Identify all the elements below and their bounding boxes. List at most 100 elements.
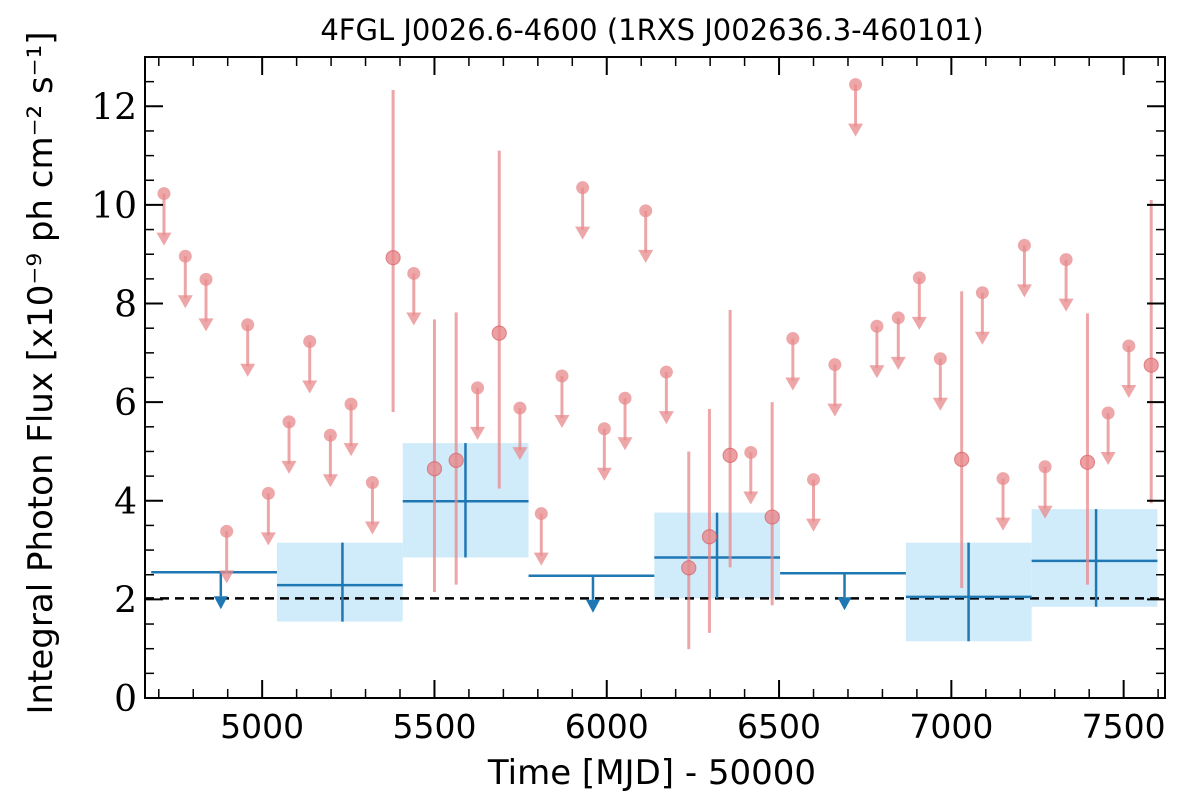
monthly-upper-limit-arrow	[995, 517, 1011, 531]
monthly-detection-point	[701, 529, 718, 545]
monthly-upper-limit-arrow	[302, 380, 318, 394]
monthly-upper-limit-arrow	[890, 356, 906, 370]
monthly-upper-limit-point	[199, 272, 213, 286]
monthly-upper-limit-arrow	[638, 249, 654, 263]
monthly-upper-limit-point	[933, 352, 947, 366]
monthly-upper-limit-point	[849, 78, 863, 92]
monthly-upper-limit-arrow	[869, 365, 885, 379]
monthly-upper-limit-arrow	[806, 518, 822, 532]
monthly-upper-limit-point	[870, 319, 884, 333]
y-tick-label: 2	[114, 580, 137, 621]
monthly-upper-limit-point	[534, 507, 548, 521]
monthly-upper-limit-point	[241, 318, 255, 332]
monthly-detection-point	[681, 560, 697, 576]
monthly-upper-limit-arrow	[911, 316, 927, 330]
monthly-upper-limit-arrow	[219, 570, 235, 584]
monthly-upper-limit-point	[1101, 406, 1115, 420]
monthly-upper-limit-point	[576, 181, 590, 195]
monthly-detection-point	[1143, 357, 1159, 373]
monthly-upper-limit-arrow	[322, 474, 338, 488]
monthly-upper-limit-point	[597, 422, 611, 436]
monthly-detection-point	[491, 325, 507, 341]
monthly-upper-limit-arrow	[596, 467, 612, 481]
x-tick-label: 5500	[392, 707, 476, 746]
plot-area: 5000 5500 6000 6500 7000 7500 0 2 4 6 8 10 12	[91, 56, 1166, 746]
monthly-upper-limit-arrow	[1058, 298, 1074, 312]
x-tick-label: 6500	[737, 707, 821, 746]
monthly-upper-limit-point	[407, 266, 421, 280]
monthly-upper-limit-arrow	[932, 397, 948, 411]
y-tick-label: 12	[91, 87, 137, 128]
monthly-upper-limit-arrow	[364, 521, 380, 535]
monthly-upper-limit-arrow	[827, 403, 843, 417]
monthly-upper-limit-arrow	[240, 363, 256, 377]
monthly-upper-limit-arrow	[617, 437, 633, 451]
monthly-upper-limit-arrow	[533, 552, 549, 566]
chart-title: 4FGL J0026.6-4600 (1RXS J002636.3-460101…	[320, 13, 983, 47]
monthly-upper-limit-point	[555, 369, 569, 383]
monthly-upper-limit-point	[891, 311, 905, 325]
monthly-upper-limit-arrow	[743, 491, 759, 505]
monthly-upper-limit-arrow	[554, 415, 570, 429]
monthly-upper-limit-point	[471, 381, 485, 395]
monthly-upper-limit-arrow	[260, 532, 276, 546]
monthly-upper-limit-point	[513, 401, 527, 415]
monthly-upper-limit-point	[1017, 238, 1031, 252]
monthly-upper-limit-point	[659, 365, 673, 379]
monthly-upper-limit-point	[1122, 339, 1136, 353]
monthly-detection-point	[1079, 454, 1096, 470]
x-tick-label: 7500	[1082, 707, 1166, 746]
monthly-upper-limit-point	[744, 445, 758, 459]
monthly-detection-point	[448, 452, 464, 468]
x-axis-label: Time [MJD] - 50000	[487, 753, 816, 793]
y-tick-label: 8	[114, 285, 137, 326]
monthly-upper-limit-point	[1038, 460, 1052, 474]
monthly-upper-limit-point	[303, 335, 317, 349]
monthly-upper-limit-point	[912, 271, 926, 285]
monthly-upper-limit-arrow	[470, 426, 486, 440]
monthly-upper-limit-arrow	[974, 331, 990, 345]
monthly-upper-limit-point	[828, 358, 842, 372]
monthly-upper-limit-arrow	[512, 447, 528, 461]
monthly-upper-limit-arrow	[1037, 505, 1053, 519]
x-tick-label: 6000	[565, 707, 649, 746]
monthly-detection-point	[954, 451, 970, 467]
yearly-upper-limit-arrow	[837, 597, 852, 611]
y-tick-label: 0	[114, 679, 137, 720]
monthly-detection-point	[385, 250, 401, 266]
monthly-upper-limit-point	[639, 204, 653, 218]
yearly-error-band	[1031, 509, 1158, 607]
monthly-upper-limit-arrow	[198, 318, 214, 332]
monthly-upper-limit-point	[807, 473, 821, 487]
monthly-detection-point	[764, 509, 780, 525]
monthly-upper-limit-arrow	[406, 312, 422, 326]
y-tick-label: 10	[91, 186, 137, 227]
y-axis-label: Integral Photon Flux [x10⁻⁹ ph cm⁻² s⁻¹]	[21, 31, 61, 714]
monthly-upper-limit-arrow	[1016, 284, 1032, 298]
yearly-upper-limit-arrow	[213, 596, 228, 610]
monthly-upper-limit-arrow	[177, 295, 193, 309]
monthly-upper-limit-arrow	[1121, 384, 1137, 398]
monthly-upper-limit-point	[220, 524, 234, 538]
y-tick-label: 6	[114, 383, 137, 424]
monthly-upper-limit-point	[618, 391, 632, 405]
monthly-upper-limit-arrow	[1100, 452, 1116, 466]
x-tick-label: 5000	[220, 707, 304, 746]
monthly-upper-limit-point	[323, 428, 337, 442]
y-tick-label: 4	[114, 482, 137, 523]
monthly-upper-limit-point	[157, 187, 171, 201]
monthly-upper-limit-point	[261, 486, 275, 500]
monthly-detection-point	[722, 447, 738, 464]
monthly-detection-point	[426, 461, 443, 477]
monthly-upper-limit-arrow	[785, 377, 801, 391]
monthly-upper-limit-arrow	[848, 123, 864, 137]
monthly-upper-limit-arrow	[575, 226, 591, 240]
x-tick-label: 7000	[909, 707, 993, 746]
monthly-upper-limit-point	[178, 249, 192, 263]
monthly-upper-limit-arrow	[343, 443, 359, 457]
monthly-upper-limit-point	[975, 286, 989, 300]
monthly-upper-limit-arrow	[281, 460, 297, 474]
monthly-upper-limit-point	[1059, 253, 1073, 267]
monthly-upper-limit-arrow	[658, 411, 674, 425]
